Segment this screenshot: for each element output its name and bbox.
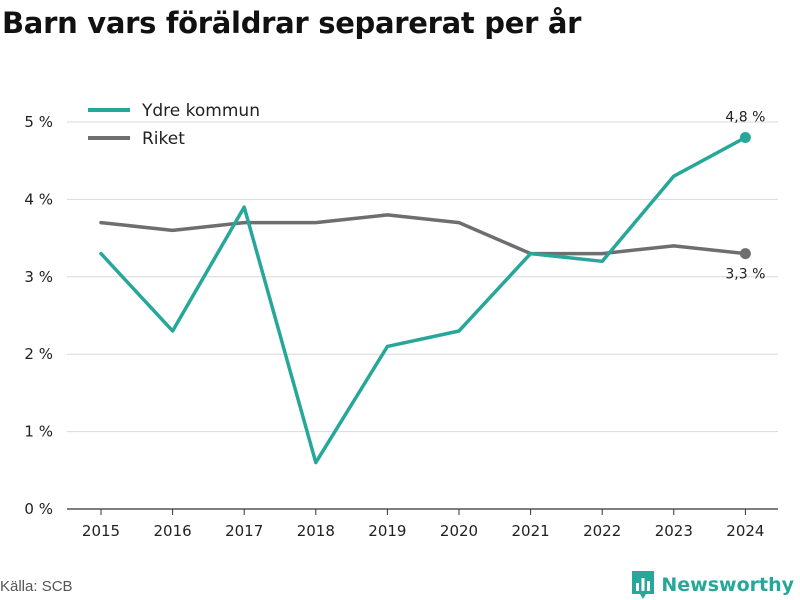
y-axis: 0 % 1 % 2 % 3 % 4 % 5 % [24, 113, 53, 518]
legend-entry: Riket [142, 129, 185, 149]
brand-logo: Newsworthy [631, 570, 794, 600]
x-tick-label: 2020 [440, 522, 478, 540]
x-tick-label: 2021 [512, 522, 550, 540]
x-tick-label: 2024 [726, 522, 764, 540]
x-axis: 2015 2016 2017 2018 2019 2020 2021 2022 2023 2024 [82, 509, 764, 540]
end-labels: 4,8 % 3,3 % [725, 109, 765, 282]
gridlines [67, 121, 778, 510]
data-label: 4,8 % [725, 109, 765, 125]
series-end-point [739, 131, 751, 143]
y-tick-label: 5 % [24, 113, 53, 131]
y-tick-label: 2 % [24, 345, 53, 363]
y-tick-label: 0 % [24, 500, 53, 518]
data-label: 3,3 % [725, 267, 765, 283]
x-tick-label: 2017 [225, 522, 263, 540]
y-tick-label: 3 % [24, 268, 53, 286]
legend: Ydre kommun Riket [88, 101, 260, 149]
x-tick-label: 2022 [583, 522, 621, 540]
x-tick-label: 2023 [655, 522, 693, 540]
chart-title: Barn vars föräldrar separerat per år [2, 6, 582, 40]
y-tick-label: 1 % [24, 423, 53, 441]
series-end-point [739, 248, 751, 260]
x-tick-label: 2016 [154, 522, 192, 540]
legend-entry: Ydre kommun [141, 101, 260, 121]
series-line [99, 135, 748, 465]
bar-chart-logo-icon [632, 571, 655, 599]
series-lines [99, 131, 751, 465]
x-tick-label: 2018 [297, 522, 335, 540]
brand-name: Newsworthy [661, 574, 794, 596]
series-line [99, 213, 748, 256]
x-tick-label: 2019 [368, 522, 406, 540]
y-tick-label: 4 % [24, 190, 53, 208]
x-tick-label: 2015 [82, 522, 120, 540]
source-note: Källa: SCB [0, 578, 73, 595]
